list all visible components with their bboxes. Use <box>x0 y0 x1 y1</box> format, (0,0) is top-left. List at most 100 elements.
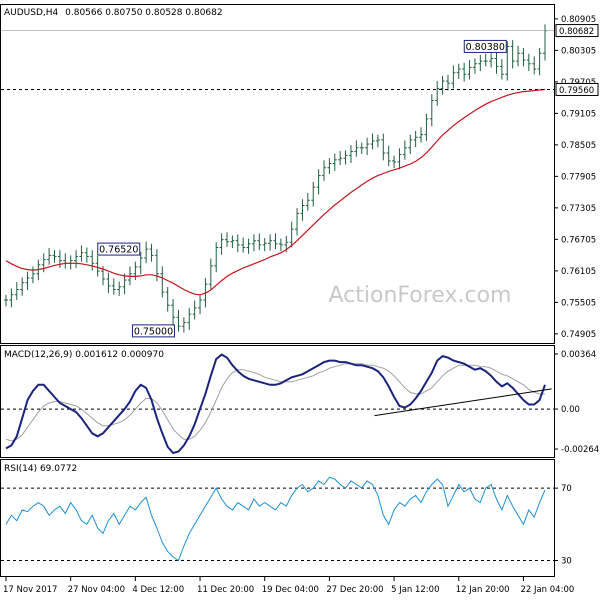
price-bar <box>235 234 240 253</box>
price-bar <box>79 245 84 262</box>
price-bar <box>413 130 418 148</box>
price-bar <box>47 248 52 265</box>
price-bar <box>516 45 521 67</box>
price-annotation: 0.76520 <box>97 242 141 256</box>
current-price-badge: 0.80682 <box>555 24 599 38</box>
price-bar <box>95 255 100 277</box>
symbol-label: AUDUSD,H4 <box>4 8 59 18</box>
rsi-panel-frame <box>0 459 555 577</box>
price-bar <box>224 232 229 247</box>
x-tick-label: 22 Jan 04:00 <box>520 585 574 595</box>
ohlc-values: 0.80566 0.80750 0.80528 0.80682 <box>65 8 222 18</box>
price-bar <box>30 266 35 284</box>
support-level-badge: 0.79560 <box>555 82 599 96</box>
price-bar <box>316 169 321 195</box>
x-tick-label: 11 Dec 20:00 <box>197 585 254 595</box>
price-bar <box>343 150 348 165</box>
watermark: ActionForex.com <box>329 283 512 308</box>
price-tick-label: 0.74905 <box>561 330 596 340</box>
price-bar <box>392 155 397 169</box>
price-bar <box>521 48 526 67</box>
price-bar <box>456 63 461 79</box>
price-bar <box>370 133 375 150</box>
price-bar <box>526 53 531 72</box>
price-bar <box>273 233 278 250</box>
macd-tick-label: -0.00264 <box>561 445 599 455</box>
price-bar <box>429 94 434 127</box>
macd-title: MACD(12,26,9) 0.001612 0.000970 <box>4 350 164 360</box>
price-bar <box>472 58 477 74</box>
price-bar <box>138 251 143 275</box>
price-bar <box>451 65 456 89</box>
price-bar <box>198 294 203 315</box>
price-tick-label: 0.75505 <box>561 298 596 308</box>
price-bar <box>268 234 273 251</box>
rsi-line <box>5 476 546 562</box>
price-tick-label: 0.80905 <box>561 15 596 25</box>
x-tick-label: 19 Dec 04:00 <box>262 585 319 595</box>
rsi-title: RSI(14) 69.0772 <box>4 464 77 474</box>
price-bar <box>354 140 359 157</box>
price-bar <box>305 192 310 211</box>
price-bar <box>181 317 186 333</box>
price-bar <box>144 241 149 264</box>
price-annotation: 0.80380 <box>463 39 507 53</box>
price-bar <box>246 238 251 254</box>
price-bar <box>499 59 504 80</box>
x-tick-label: 17 Nov 2017 <box>3 585 57 595</box>
price-bar <box>14 282 19 300</box>
price-bar <box>505 41 510 81</box>
price-header: AUDUSD,H4 0.80566 0.80750 0.80528 0.8068… <box>4 8 223 18</box>
price-bar <box>402 140 407 160</box>
price-tick-label: 0.76705 <box>561 235 596 245</box>
current-price-label: 0.80682 <box>559 27 594 37</box>
support-level-label: 0.79560 <box>559 86 594 96</box>
price-annotation-label: 0.80380 <box>466 42 505 53</box>
x-tick-label: 27 Nov 04:00 <box>68 585 125 595</box>
price-tick-label: 0.76105 <box>561 267 596 277</box>
price-bar <box>9 288 14 308</box>
price-bar <box>348 145 353 163</box>
price-tick-label: 0.79705 <box>561 78 596 88</box>
price-bar <box>489 53 494 68</box>
price-bar <box>25 271 30 291</box>
price-bar <box>322 160 327 181</box>
price-bar <box>165 286 170 312</box>
macd-tick-label: 0.00 <box>561 405 580 415</box>
price-tick-label: 0.78505 <box>561 141 596 151</box>
price-panel-frame <box>0 4 555 344</box>
price-bar <box>327 158 332 174</box>
price-bar <box>424 113 429 141</box>
price-bar <box>257 233 262 251</box>
macd-tick-label: 0.00364 <box>561 350 596 360</box>
price-bar <box>435 81 440 106</box>
price-annotation: 0.75000 <box>131 324 175 338</box>
price-bar <box>359 142 364 155</box>
price-bar <box>111 278 116 295</box>
price-annotation-label: 0.75000 <box>134 326 173 337</box>
price-bar <box>300 199 305 221</box>
price-bar <box>187 307 192 330</box>
price-bar <box>467 60 472 80</box>
price-tick-label: 0.80305 <box>561 46 596 56</box>
price-bar <box>295 208 300 236</box>
price-bar <box>241 237 246 253</box>
price-bar <box>397 148 402 170</box>
price-bar <box>375 134 380 148</box>
price-bar <box>171 298 176 325</box>
macd-panel-frame <box>0 345 555 458</box>
price-bar <box>90 250 95 271</box>
price-bar <box>289 221 294 248</box>
price-bar <box>214 242 219 273</box>
price-bar <box>510 40 515 69</box>
price-bar <box>20 277 25 296</box>
rsi-tick-label: 30 <box>561 557 572 567</box>
price-bar <box>52 250 57 263</box>
price-annotation-label: 0.76520 <box>99 245 138 256</box>
x-tick-label: 12 Jan 20:00 <box>456 585 510 595</box>
price-bar <box>483 53 488 67</box>
price-bar <box>230 235 235 249</box>
moving-average-line <box>5 88 546 296</box>
